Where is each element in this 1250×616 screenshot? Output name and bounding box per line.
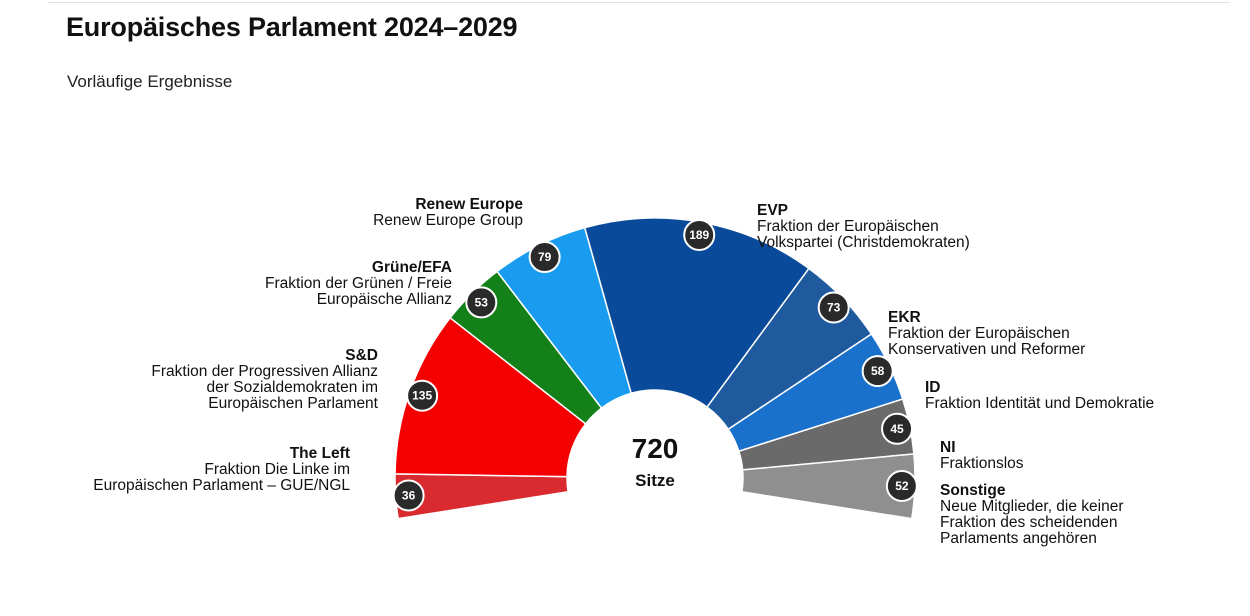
seat-badge-value: 135 — [412, 389, 432, 403]
seat-badge-circle — [861, 355, 894, 388]
seat-badge-value: 58 — [871, 364, 885, 378]
label-full-name: Neue Mitglieder, die keiner Fraktion des… — [940, 498, 1124, 547]
seat-badge-ni: 45 — [881, 412, 914, 445]
total-seats-label: Sitze — [635, 471, 675, 490]
seat-badge-the-left: 36 — [392, 479, 425, 512]
page-subtitle: Vorläufige Ergebnisse — [67, 72, 233, 91]
label-abbreviation: Sonstige — [940, 482, 1006, 499]
seat-badge-circle — [528, 241, 561, 274]
seat-badge-ekr: 73 — [817, 291, 850, 324]
total-seats-value: 720 — [632, 433, 679, 464]
label-sonstige: Sonstige Neue Mitglieder, die keiner Frak… — [940, 483, 1124, 547]
label-gr-ne-efa: Grüne/EFA Fraktion der Grünen / Freie Eur… — [265, 260, 452, 308]
label-full-name: Renew Europe Group — [373, 212, 523, 229]
top-divider — [48, 2, 1230, 3]
label-evp: EVP Fraktion der Europäischen Volkspartei… — [757, 203, 970, 251]
label-abbreviation: Renew Europe — [415, 196, 523, 213]
seat-badges: 36 135 53 79 189 73 58 45 52 — [392, 218, 918, 512]
label-full-name: Fraktionslos — [940, 455, 1024, 472]
label-the-left: The Left Fraktion Die Linke im Europäisch… — [93, 446, 350, 494]
segment-sonstige — [741, 453, 916, 520]
label-full-name: Fraktion der Europäischen Konservativen … — [888, 325, 1086, 358]
seat-badge-circle — [392, 479, 425, 512]
seat-badge-value: 45 — [890, 422, 904, 436]
label-abbreviation: ID — [925, 379, 941, 396]
seat-badge-value: 53 — [475, 295, 489, 309]
seat-badge-value: 73 — [827, 300, 841, 314]
label-abbreviation: NI — [940, 439, 956, 456]
label-abbreviation: EKR — [888, 309, 921, 326]
seat-badge-renew-europe: 79 — [528, 241, 561, 274]
seat-badge-sonstige: 52 — [885, 469, 918, 502]
seat-badge-circle — [683, 218, 716, 251]
label-abbreviation: S&D — [345, 347, 378, 364]
label-s-d: S&D Fraktion der Progressiven Allianz der… — [151, 348, 378, 412]
seat-badge-value: 52 — [895, 479, 909, 493]
label-id: ID Fraktion Identität und Demokratie — [925, 380, 1154, 412]
seat-badge-value: 36 — [402, 488, 416, 502]
seat-badge-value: 79 — [538, 250, 552, 264]
label-renew-europe: Renew Europe Renew Europe Group — [373, 197, 523, 229]
seat-badge-circle — [465, 286, 498, 319]
label-full-name: Fraktion Die Linke im Europäischen Parla… — [93, 461, 350, 494]
seat-badge-circle — [406, 379, 439, 412]
seat-badge-gr-ne-efa: 53 — [465, 286, 498, 319]
seat-badge-value: 189 — [689, 228, 709, 242]
segment-s-d — [394, 316, 587, 478]
segment-evp — [583, 217, 810, 409]
label-ekr: EKR Fraktion der Europäischen Konservativ… — [888, 310, 1085, 358]
seat-badge-circle — [881, 412, 914, 445]
label-abbreviation: EVP — [757, 202, 789, 219]
seat-badge-circle — [817, 291, 850, 324]
seat-badge-s-d: 135 — [406, 379, 439, 412]
seat-badge-evp: 189 — [683, 218, 716, 251]
label-abbreviation: Grüne/EFA — [371, 259, 452, 276]
label-full-name: Fraktion Identität und Demokratie — [925, 395, 1155, 412]
label-full-name: Fraktion der Progressiven Allianz der So… — [151, 363, 378, 412]
seat-badge-id: 58 — [861, 355, 894, 388]
label-abbreviation: The Left — [289, 445, 350, 462]
page-title: Europäisches Parlament 2024–2029 — [66, 12, 518, 42]
label-full-name: Fraktion der Grünen / Freie Europäische … — [265, 275, 452, 308]
seat-badge-circle — [885, 469, 918, 502]
label-ni: NI Fraktionslos — [940, 440, 1024, 472]
label-full-name: Fraktion der Europäischen Volkspartei (C… — [757, 218, 970, 251]
